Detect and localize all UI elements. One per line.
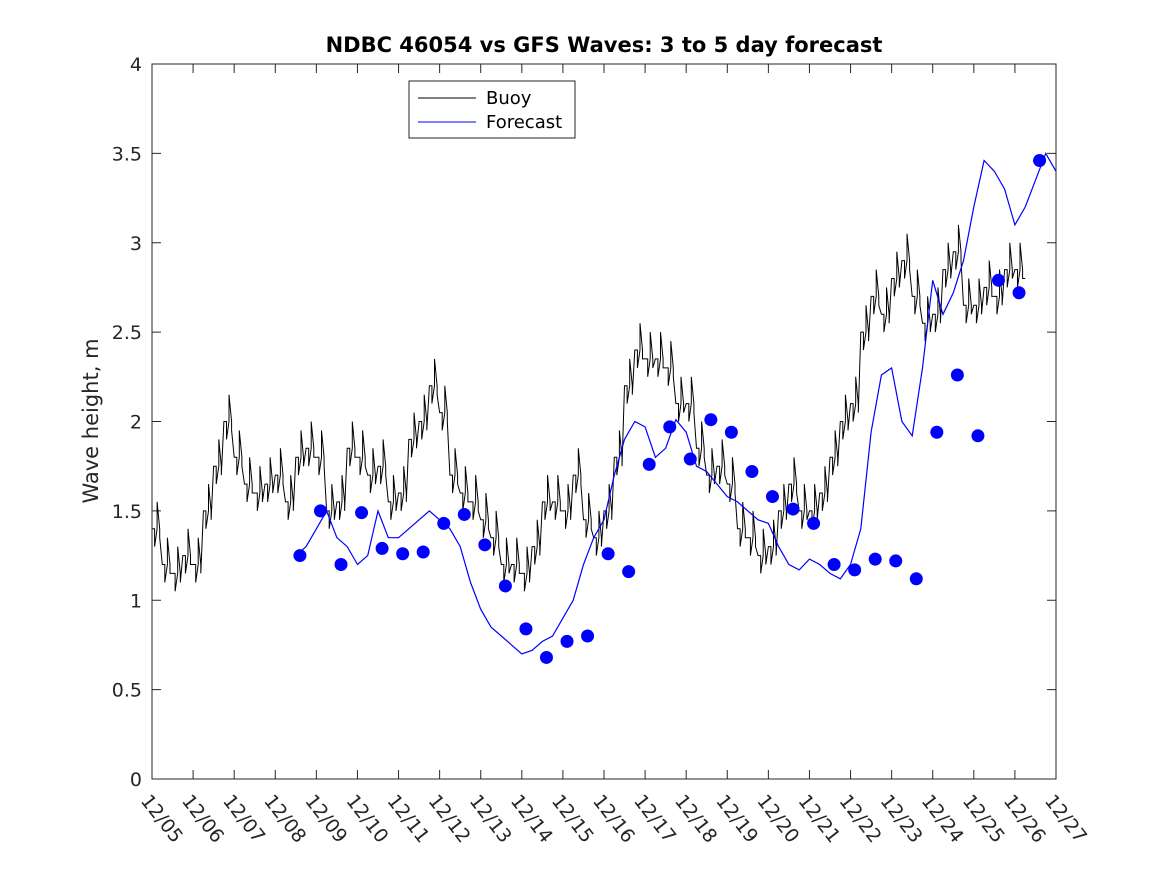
y-tick-label: 0 [130,769,142,791]
forecast-marker [971,429,985,443]
y-tick-label: 2.5 [112,322,142,344]
y-tick-labels: 0 0.5 1 1.5 2 2.5 3 3.5 4 [112,54,142,791]
y-tick-label: 1.5 [112,501,142,523]
forecast-marker [683,452,697,466]
legend-buoy-label: Buoy [486,88,532,109]
y-tick-label: 3.5 [112,143,142,165]
forecast-series-line [295,152,1057,655]
forecast-marker [396,547,410,561]
forecast-marker [930,425,944,439]
legend-box [408,80,576,139]
forecast-marker [416,545,430,559]
forecast-marker [765,490,779,504]
forecast-marker [457,507,471,521]
forecast-marker [375,541,389,555]
tick-marks [152,63,1056,780]
forecast-marker [539,650,553,664]
forecast-marker [827,558,841,571]
forecast-marker [581,629,595,643]
y-tick-label: 1 [130,590,142,612]
forecast-marker [663,420,677,434]
forecast-marker [437,516,451,530]
forecast-marker [478,538,492,552]
forecast-marker [622,565,636,579]
forecast-marker [724,425,738,439]
y-axis-title: Wave height, m [79,338,103,503]
forecast-marker [848,563,862,577]
forecast-marker [601,547,615,561]
legend-forecast-label: Forecast [486,112,562,133]
chart-title: NDBC 46054 vs GFS Waves: 3 to 5 day fore… [326,33,883,57]
forecast-marker [313,504,327,518]
buoy-series-line [152,224,1026,592]
forecast-marker [807,516,821,530]
forecast-marker [642,457,656,471]
forecast-marker [519,622,533,636]
forecast-marker [909,572,923,586]
forecast-marker [786,502,800,516]
forecast-marker [1012,286,1026,300]
forecast-marker [498,579,512,593]
forecast-marker [991,273,1005,287]
plot-area [152,64,1056,779]
marker-layer [293,154,1047,664]
forecast-marker [868,552,882,566]
forecast-marker [560,634,574,648]
plot-frame [151,63,1057,780]
y-tick-label: 0.5 [112,680,142,702]
forecast-marker [1033,154,1047,168]
y-tick-label: 3 [130,233,142,255]
legend: Buoy Forecast [408,80,576,139]
y-tick-label: 2 [130,412,142,434]
forecast-marker [950,368,964,382]
forecast-marker [334,558,348,571]
series-layer [152,152,1057,655]
forecast-marker [704,413,718,427]
forecast-marker [745,465,759,479]
y-tick-label: 4 [130,54,142,76]
forecast-marker [355,506,369,520]
forecast-marker [293,549,307,563]
forecast-marker [889,554,903,568]
